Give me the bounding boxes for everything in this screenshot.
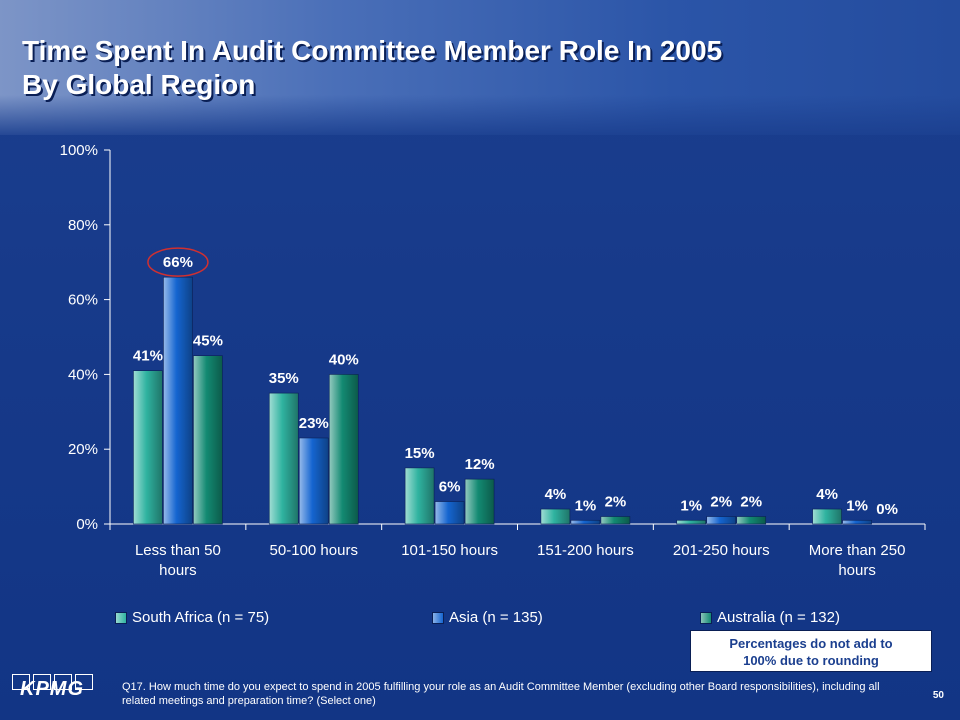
data-label: 6%	[439, 479, 461, 496]
legend-item: Australia (n = 132)	[700, 609, 840, 626]
legend-label: Australia (n = 132)	[717, 609, 840, 626]
kpmg-logo-text: KPMG	[20, 678, 84, 700]
y-tick-label: 80%	[68, 217, 98, 234]
bar	[328, 374, 359, 525]
highlight-ring	[147, 247, 209, 277]
y-tick-label: 100%	[60, 142, 98, 159]
bar	[706, 516, 737, 525]
kpmg-logo-boxes	[12, 674, 96, 690]
bar	[464, 478, 495, 525]
legend-label: Asia (n = 135)	[449, 609, 543, 626]
x-tick-label: 50-100 hours	[270, 542, 358, 559]
data-label: 2%	[710, 494, 732, 511]
x-tick-label: 101-150 hours	[401, 542, 498, 559]
slide-title: Time Spent In Audit Committee Member Rol…	[22, 34, 722, 102]
data-label: 2%	[605, 494, 627, 511]
data-label: 1%	[846, 497, 868, 514]
bar	[676, 519, 707, 525]
legend-swatch	[432, 611, 444, 624]
legend-label: South Africa (n = 75)	[132, 609, 270, 626]
survey-question: Q17. How much time do you expect to spen…	[122, 681, 880, 707]
x-tick-label: Less than 50	[135, 542, 221, 559]
slide-title-line-1: Time Spent In Audit Committee Member Rol…	[22, 35, 723, 66]
bar	[812, 508, 842, 525]
slide-title-line-2: By Global Region	[22, 69, 256, 100]
legend-swatch	[115, 611, 127, 624]
header-band	[0, 0, 960, 135]
data-label: 66%	[163, 254, 193, 271]
bar	[842, 519, 872, 525]
bar	[133, 370, 163, 525]
legend-swatch	[700, 611, 712, 624]
rounding-note: Percentages do not add to 100% due to ro…	[690, 630, 932, 672]
bar	[736, 516, 767, 525]
data-label: 2%	[740, 494, 762, 511]
bar-chart: 0% 20% 40% 60% 80% 100% 41% 66% 45% Less than 50 h…	[60, 142, 926, 579]
data-label: 4%	[545, 486, 567, 503]
data-label: 15%	[405, 445, 435, 462]
data-label: 4%	[816, 486, 838, 503]
rounding-note-line-2: 100% due to rounding	[743, 653, 879, 668]
x-tick-label: 151-200 hours	[537, 542, 634, 559]
bar	[163, 276, 193, 525]
chart-legend: South Africa (n = 75) Asia (n = 135) Austr…	[0, 609, 960, 631]
data-label: 0%	[876, 501, 898, 518]
bar	[540, 508, 571, 525]
data-label: 1%	[680, 497, 702, 514]
y-tick-label: 20%	[68, 441, 98, 458]
legend-item: Asia (n = 135)	[432, 609, 543, 626]
x-tick-label: 201-250 hours	[673, 542, 770, 559]
bar	[193, 355, 223, 525]
y-tick-label: 0%	[76, 516, 98, 533]
x-tick-label: More than 250	[809, 542, 906, 559]
data-label: 1%	[575, 497, 597, 514]
bar	[434, 501, 465, 525]
rounding-note-line-1: Percentages do not add to	[729, 636, 893, 651]
data-label: 45%	[193, 333, 223, 350]
y-tick-label: 40%	[68, 366, 98, 383]
bar	[404, 467, 435, 525]
data-label: 35%	[269, 370, 299, 387]
data-label: 40%	[329, 351, 359, 368]
bar	[600, 516, 631, 525]
legend-item: South Africa (n = 75)	[115, 609, 269, 626]
bar	[298, 437, 329, 525]
data-label: 41%	[133, 348, 163, 365]
bar	[570, 519, 601, 525]
data-label: 23%	[299, 415, 329, 432]
data-label: 12%	[465, 456, 495, 473]
kpmg-logo: KPMG	[12, 674, 96, 714]
bar	[268, 392, 299, 525]
x-tick-label: hours	[159, 562, 197, 579]
y-tick-label: 60%	[68, 292, 98, 309]
page-number: 50	[932, 690, 944, 701]
x-tick-label: hours	[838, 562, 876, 579]
